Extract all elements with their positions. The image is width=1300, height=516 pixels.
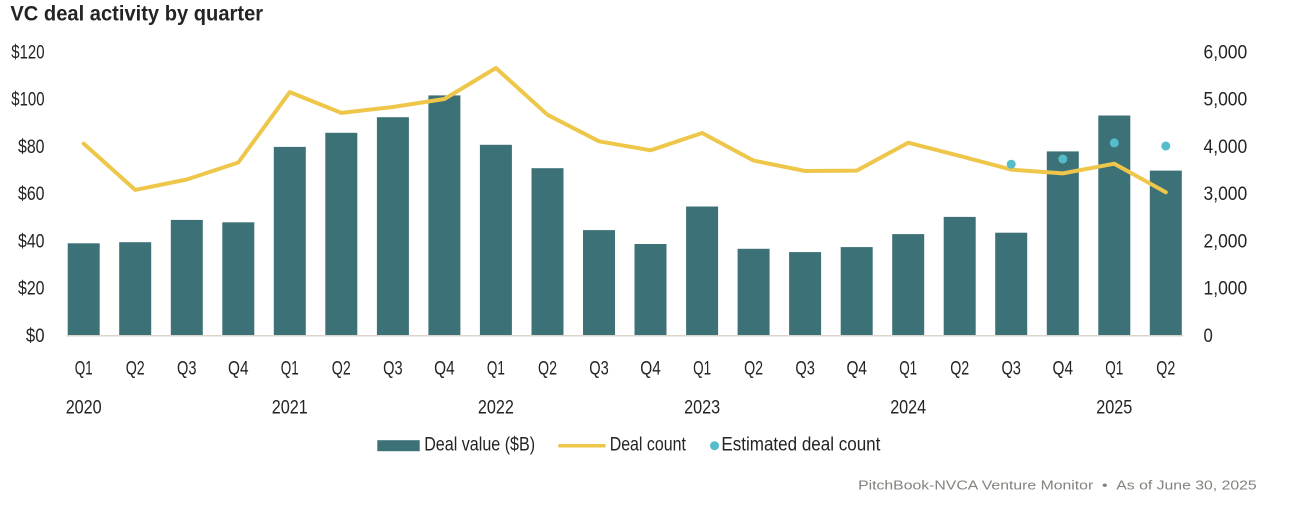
svg-text:Q3: Q3 xyxy=(177,359,197,380)
svg-text:$60: $60 xyxy=(18,184,45,205)
svg-text:1,000: 1,000 xyxy=(1204,279,1248,300)
svg-text:2023: 2023 xyxy=(684,398,720,419)
svg-text:$100: $100 xyxy=(11,90,44,111)
svg-text:$120: $120 xyxy=(11,42,44,63)
svg-text:Q2: Q2 xyxy=(538,359,557,380)
svg-text:2020: 2020 xyxy=(66,398,102,419)
svg-text:Q2: Q2 xyxy=(744,359,763,380)
svg-text:Q1: Q1 xyxy=(1105,359,1123,380)
svg-text:Deal value ($B): Deal value ($B) xyxy=(424,435,535,456)
svg-text:Q2: Q2 xyxy=(332,359,351,380)
svg-text:0: 0 xyxy=(1204,326,1213,347)
svg-text:Q4: Q4 xyxy=(1053,359,1074,380)
svg-text:$80: $80 xyxy=(18,137,45,158)
svg-text:Q4: Q4 xyxy=(846,359,867,380)
svg-text:Q1: Q1 xyxy=(75,359,93,380)
svg-text:Q2: Q2 xyxy=(950,359,969,380)
svg-text:Q3: Q3 xyxy=(589,359,609,380)
svg-text:Q3: Q3 xyxy=(383,359,403,380)
svg-text:3,000: 3,000 xyxy=(1204,184,1248,205)
svg-text:Deal count: Deal count xyxy=(610,435,687,456)
svg-text:4,000: 4,000 xyxy=(1204,137,1248,158)
svg-text:Q3: Q3 xyxy=(1001,359,1021,380)
svg-text:2,000: 2,000 xyxy=(1204,231,1248,252)
svg-text:Q1: Q1 xyxy=(487,359,505,380)
svg-text:Q4: Q4 xyxy=(434,359,455,380)
svg-text:Q1: Q1 xyxy=(693,359,711,380)
svg-text:5,000: 5,000 xyxy=(1204,90,1248,111)
svg-text:VC deal activity by quarter: VC deal activity by quarter xyxy=(10,1,263,25)
svg-text:Q3: Q3 xyxy=(795,359,815,380)
svg-text:$0: $0 xyxy=(26,326,45,347)
svg-text:Q1: Q1 xyxy=(899,359,917,380)
svg-text:$20: $20 xyxy=(18,279,45,300)
svg-text:6,000: 6,000 xyxy=(1204,42,1248,63)
svg-text:2021: 2021 xyxy=(272,398,308,419)
svg-text:2025: 2025 xyxy=(1096,398,1132,419)
svg-text:$40: $40 xyxy=(18,231,45,252)
svg-text:Q2: Q2 xyxy=(1156,359,1175,380)
svg-text:Q2: Q2 xyxy=(126,359,145,380)
svg-text:Estimated deal count: Estimated deal count xyxy=(721,435,881,456)
svg-text:Q1: Q1 xyxy=(281,359,299,380)
svg-text:2024: 2024 xyxy=(890,398,926,419)
svg-text:PitchBook-NVCA Venture Monitor: PitchBook-NVCA Venture Monitor • As of J… xyxy=(858,479,1257,493)
svg-text:Q4: Q4 xyxy=(228,359,249,380)
svg-text:Q4: Q4 xyxy=(640,359,661,380)
svg-text:2022: 2022 xyxy=(478,398,514,419)
